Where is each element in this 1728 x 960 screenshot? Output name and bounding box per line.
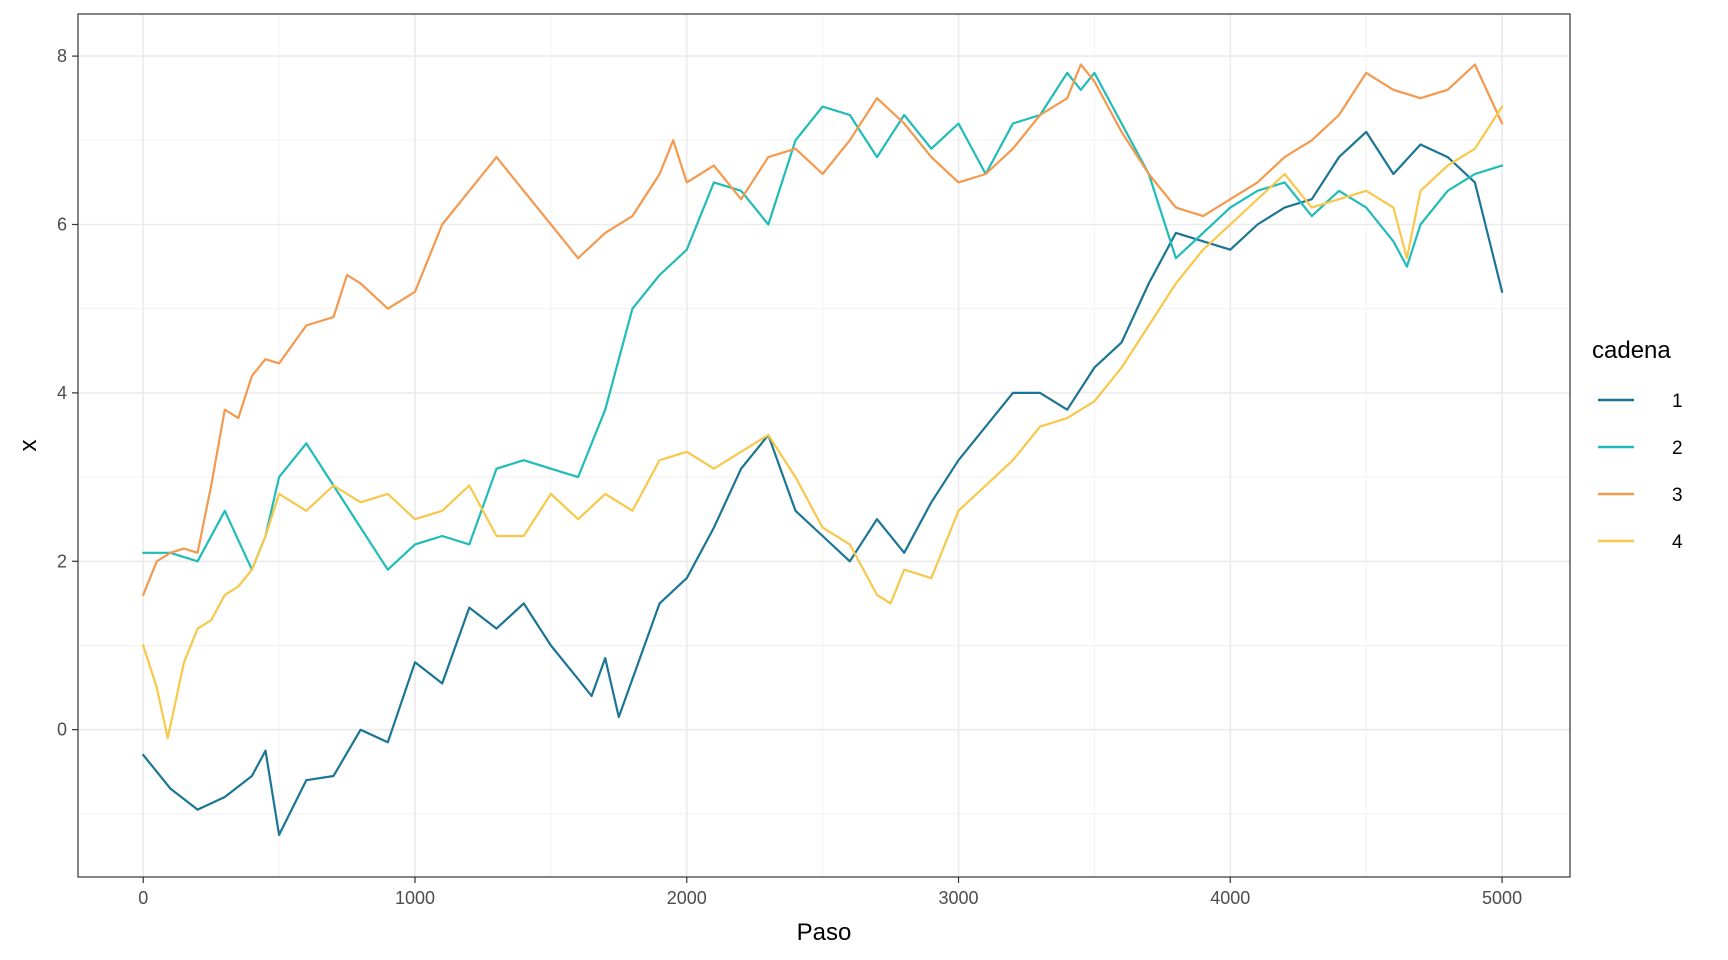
y-tick-label: 4: [57, 383, 67, 403]
legend-label-3: 3: [1672, 485, 1683, 506]
x-axis-title: Paso: [797, 919, 852, 946]
legend: cadena 1 2 3 4: [1592, 337, 1683, 553]
gridlines: [78, 14, 1570, 877]
series-line-2: [142, 71, 1504, 571]
x-tick-label: 3000: [939, 888, 979, 908]
legend-label-2: 2: [1672, 438, 1683, 459]
legend-title: cadena: [1592, 337, 1671, 364]
x-tick-label: 2000: [667, 888, 707, 908]
y-axis-title: x: [15, 440, 42, 452]
legend-label-1: 1: [1672, 391, 1683, 412]
y-tick-label: 6: [57, 214, 67, 234]
x-tick-label: 1000: [395, 888, 435, 908]
x-tick-label: 0: [138, 888, 148, 908]
panel-border: [77, 13, 1571, 878]
x-tick-label: 5000: [1482, 888, 1522, 908]
series-layer: [142, 63, 1504, 837]
y-axis: 0 2 4 6 8: [57, 46, 78, 740]
y-tick-label: 8: [57, 46, 67, 66]
series-line-4: [142, 105, 1504, 740]
series-line-3: [142, 63, 1504, 597]
x-tick-label: 4000: [1210, 888, 1250, 908]
y-tick-label: 0: [57, 720, 67, 740]
series-line-1: [142, 130, 1504, 837]
legend-label-4: 4: [1672, 532, 1683, 553]
x-axis: 0 1000 2000 3000 4000 5000: [138, 877, 1522, 908]
y-tick-label: 2: [57, 551, 67, 571]
